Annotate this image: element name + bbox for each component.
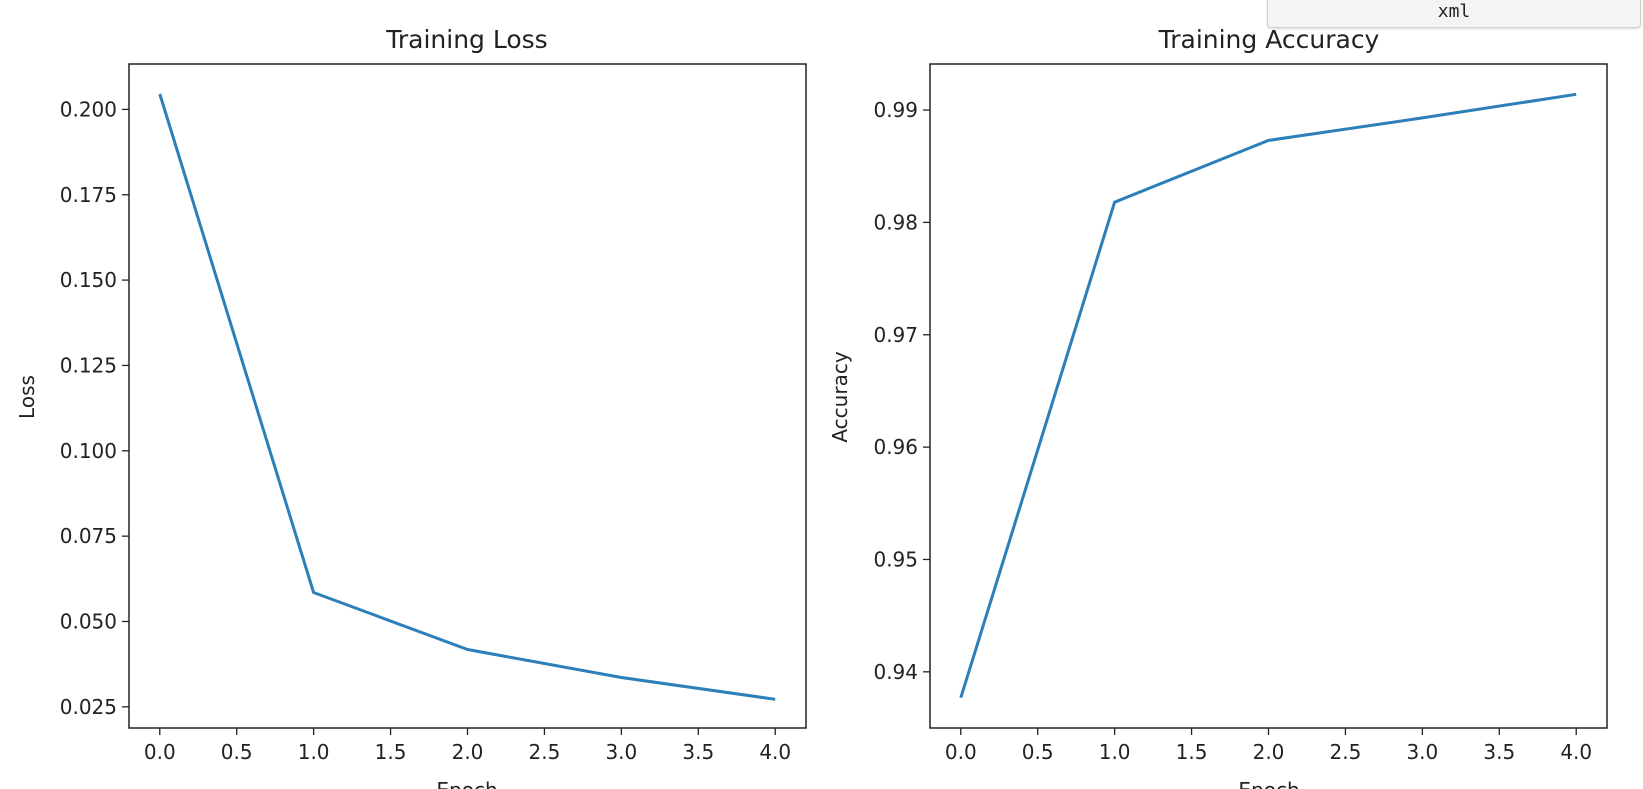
accuracy-y-axis-label: Accuracy — [828, 351, 852, 442]
loss-y-tick-label: 0.150 — [60, 268, 117, 292]
accuracy-x-tick-label: 0.0 — [945, 740, 977, 764]
accuracy-y-tick-label: 0.98 — [873, 210, 918, 234]
loss-ticks: 0.0 0.5 1.0 1.5 2.0 2.5 3.0 3.5 4.0 0.025 0.050 0.0… — [60, 97, 791, 764]
accuracy-y-tick-label: 0.95 — [873, 547, 918, 571]
accuracy-chart-title: Training Accuracy — [1158, 25, 1380, 54]
loss-x-tick-label: 4.0 — [759, 740, 791, 764]
loss-x-tick-label: 3.0 — [605, 740, 637, 764]
accuracy-x-tick-label: 4.0 — [1560, 740, 1592, 764]
accuracy-x-tick-label: 1.0 — [1099, 740, 1131, 764]
loss-x-tick-label: 0.0 — [144, 740, 176, 764]
loss-y-tick-label: 0.050 — [60, 609, 117, 633]
accuracy-plot-frame — [929, 63, 1608, 729]
loss-y-tick-label: 0.200 — [60, 97, 117, 121]
accuracy-y-tick-label: 0.94 — [873, 660, 918, 684]
loss-y-tick-label: 0.175 — [60, 183, 117, 207]
accuracy-subplot: Training Accuracy Accuracy Epoch 0.0 0.5 1… — [828, 25, 1608, 789]
loss-x-tick-label: 1.0 — [298, 740, 330, 764]
loss-x-axis-label: Epoch — [436, 778, 497, 789]
accuracy-series-line — [959, 92, 1577, 699]
loss-y-tick-label: 0.075 — [60, 524, 117, 548]
accuracy-y-tick-label: 0.99 — [873, 98, 918, 122]
loss-x-tick-label: 2.0 — [452, 740, 484, 764]
loss-x-tick-label: 0.5 — [221, 740, 253, 764]
accuracy-x-tick-label: 2.0 — [1253, 740, 1285, 764]
loss-x-tick-label: 2.5 — [529, 740, 561, 764]
loss-chart-title: Training Loss — [385, 25, 547, 54]
accuracy-y-tick-label: 0.96 — [873, 435, 918, 459]
accuracy-x-tick-label: 3.5 — [1483, 740, 1515, 764]
loss-series-line — [158, 93, 776, 701]
accuracy-x-tick-label: 3.0 — [1406, 740, 1438, 764]
loss-subplot: Training Loss Loss Epoch 0.0 0.5 1.0 1.5 2.0… — [15, 25, 807, 789]
loss-y-tick-label: 0.100 — [60, 439, 117, 463]
tooltip-popup: xml — [1267, 0, 1641, 28]
loss-line-series — [158, 93, 776, 701]
accuracy-line-series — [959, 92, 1577, 699]
loss-y-axis-label: Loss — [15, 375, 39, 419]
accuracy-x-tick-label: 0.5 — [1022, 740, 1054, 764]
loss-x-tick-label: 3.5 — [682, 740, 714, 764]
loss-y-tick-label: 0.025 — [60, 695, 117, 719]
accuracy-x-axis-label: Epoch — [1238, 778, 1299, 789]
accuracy-x-tick-label: 2.5 — [1330, 740, 1362, 764]
accuracy-x-tick-label: 1.5 — [1176, 740, 1208, 764]
tooltip-text: xml — [1437, 1, 1471, 22]
accuracy-ticks: 0.0 0.5 1.0 1.5 2.0 2.5 3.0 3.5 4.0 0.94 0.95 0.96 0… — [873, 98, 1592, 764]
loss-plot-frame — [128, 63, 807, 729]
loss-y-tick-label: 0.125 — [60, 353, 117, 377]
accuracy-y-tick-label: 0.97 — [873, 323, 918, 347]
loss-x-tick-label: 1.5 — [375, 740, 407, 764]
